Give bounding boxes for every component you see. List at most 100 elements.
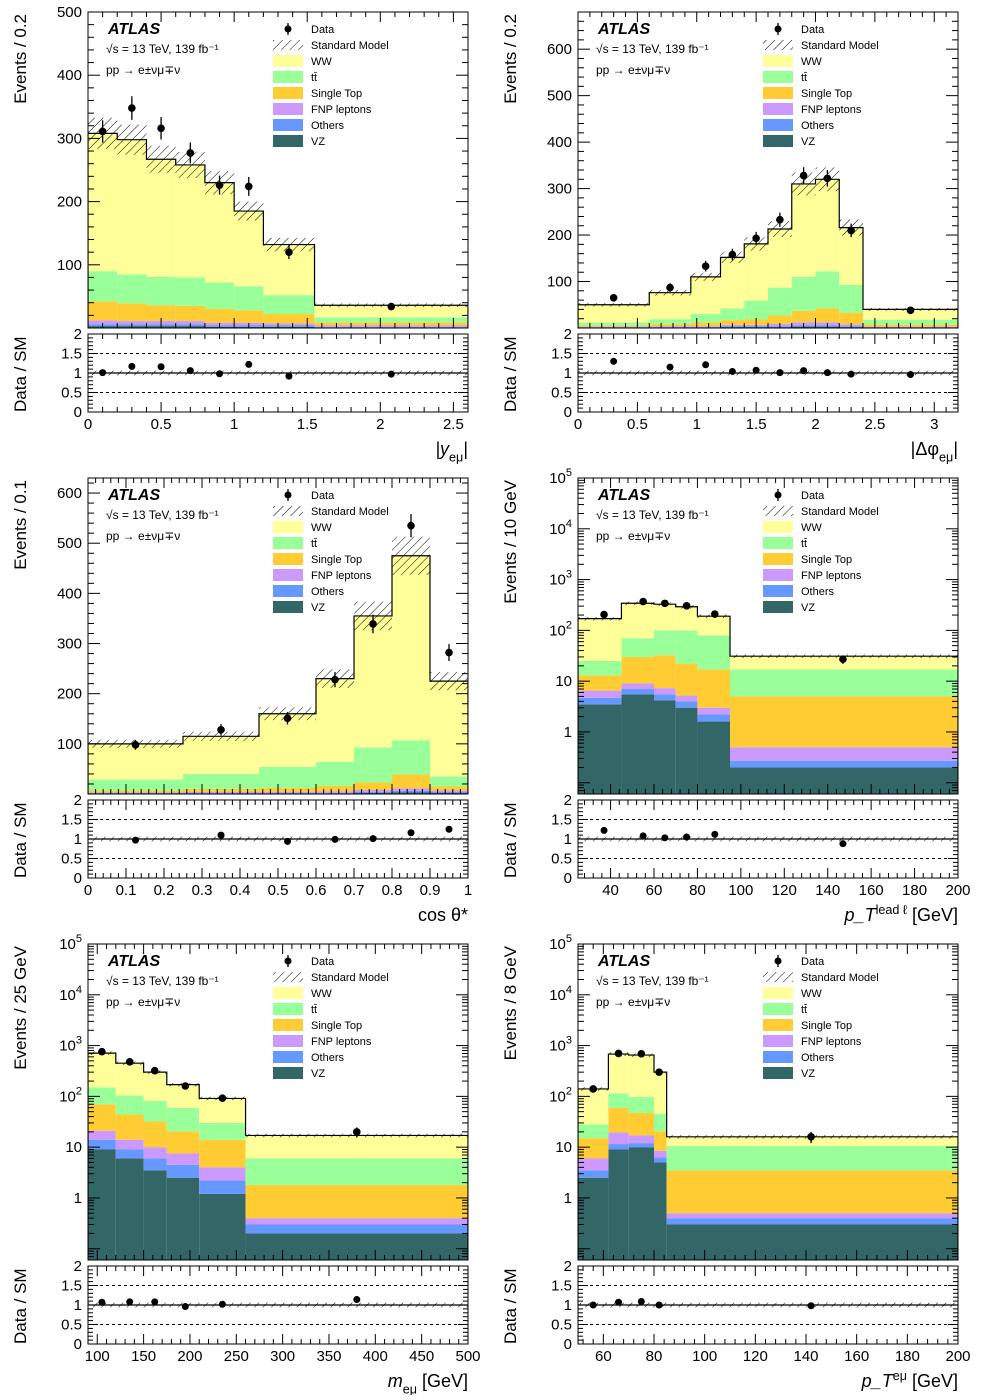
x-axis-label: p_Teμ [GeV] bbox=[861, 1369, 958, 1391]
bar-ww-6 bbox=[430, 681, 468, 776]
data-point-9 bbox=[907, 307, 915, 315]
ratio-point-4 bbox=[711, 831, 718, 838]
ytick-label: 200 bbox=[547, 227, 572, 244]
ytick-label: 300 bbox=[547, 181, 572, 198]
bar-tt-4 bbox=[205, 282, 234, 309]
plot-area bbox=[88, 1048, 468, 1260]
bar-vz-2 bbox=[144, 1170, 167, 1260]
legend-label: Others bbox=[801, 120, 835, 132]
xtick-label: 100 bbox=[85, 1348, 110, 1365]
data-point-0 bbox=[98, 1048, 106, 1056]
legend-label: Data bbox=[311, 24, 335, 36]
data-point-4 bbox=[369, 620, 377, 628]
bar-singletop-7 bbox=[816, 308, 840, 322]
bar-singletop-5 bbox=[730, 696, 958, 747]
bar-tt-1 bbox=[117, 274, 146, 303]
ratio-point-1 bbox=[615, 1299, 622, 1306]
atlas-label: ATLAS bbox=[597, 21, 650, 38]
ratio-point-3 bbox=[332, 836, 339, 843]
ratio-point-2 bbox=[661, 834, 668, 841]
bar-others-3 bbox=[167, 1165, 199, 1178]
legend-label: VZ bbox=[311, 136, 325, 148]
bar-fnpleptons-3 bbox=[316, 791, 354, 793]
bar-fnpleptons-4 bbox=[697, 708, 730, 715]
data-point-2 bbox=[702, 262, 710, 270]
bar-vz-1 bbox=[621, 694, 654, 794]
bar-tt-3 bbox=[316, 762, 354, 786]
bar-ww-0 bbox=[578, 1089, 608, 1124]
ratio-point-7 bbox=[824, 369, 831, 376]
bar-tt-2 bbox=[259, 767, 316, 788]
legend-swatch-others bbox=[273, 1051, 303, 1063]
ytick-label: 500 bbox=[57, 535, 82, 552]
legend-label: Single Top bbox=[801, 88, 852, 100]
bar-ww-7 bbox=[816, 179, 840, 271]
ytick-label: 100 bbox=[57, 736, 82, 753]
legend-label: Standard Model bbox=[801, 40, 879, 52]
ytick-label: 104 bbox=[59, 984, 82, 1004]
data-point-0 bbox=[610, 294, 618, 302]
ratio-point-4 bbox=[219, 1301, 226, 1308]
legend-label: tt̄ bbox=[311, 538, 317, 550]
data-point-2 bbox=[661, 600, 669, 608]
bar-fnpleptons-6 bbox=[430, 790, 468, 792]
bar-vz-2 bbox=[654, 700, 676, 794]
ratio-ytick-label: 1 bbox=[564, 1297, 572, 1314]
bar-tt-6 bbox=[430, 776, 468, 786]
data-point-1 bbox=[666, 284, 674, 292]
data-point-3 bbox=[331, 676, 339, 684]
bar-tt-2 bbox=[691, 314, 721, 322]
data-point-0 bbox=[99, 128, 107, 136]
legend-swatch-ww bbox=[273, 521, 303, 533]
legend-label: VZ bbox=[311, 1068, 325, 1080]
bar-ww-1 bbox=[649, 293, 691, 319]
bar-tt-3 bbox=[721, 308, 745, 320]
legend-swatch-singletop bbox=[763, 553, 793, 565]
bar-tt-4 bbox=[744, 301, 768, 320]
legend-swatch-tt bbox=[763, 71, 793, 83]
bar-tt-2 bbox=[146, 277, 175, 305]
ratio-ytick-label: 0 bbox=[564, 870, 572, 887]
xtick-label: 60 bbox=[646, 882, 663, 899]
ratio-point-4 bbox=[216, 370, 223, 377]
ytick-label: 102 bbox=[59, 1085, 82, 1105]
bar-fnpleptons-4 bbox=[667, 1213, 958, 1218]
xtick-label: 0.4 bbox=[230, 882, 251, 899]
xtick-label: 0 bbox=[84, 882, 92, 899]
bar-tt-4 bbox=[354, 747, 392, 782]
legend-swatch-ww bbox=[273, 55, 303, 67]
legend-swatch-vz bbox=[763, 1067, 793, 1079]
ratio-ytick-label: 2 bbox=[74, 792, 82, 809]
ratio-point-5 bbox=[408, 829, 415, 836]
legend-data-marker bbox=[775, 958, 782, 965]
legend-swatch-tt bbox=[273, 1003, 303, 1015]
xtick-label: 1 bbox=[693, 416, 701, 433]
y-axis-label: Events / 0.1 bbox=[11, 480, 30, 570]
bar-others-5 bbox=[730, 761, 958, 768]
bar-tt-1 bbox=[621, 638, 654, 657]
data-point-6 bbox=[800, 172, 808, 180]
legend-sm-swatch bbox=[763, 40, 793, 50]
bar-others-0 bbox=[88, 1140, 116, 1150]
legend-swatch-singletop bbox=[273, 1019, 303, 1031]
xtick-label: 1 bbox=[464, 882, 472, 899]
ratio-point-6 bbox=[285, 373, 292, 380]
bar-others-1 bbox=[116, 1149, 144, 1158]
legend-swatch-fnpleptons bbox=[763, 569, 793, 581]
bar-tt-6 bbox=[263, 295, 314, 314]
atlas-label: ATLAS bbox=[107, 487, 160, 504]
legend-swatch-fnpleptons bbox=[273, 569, 303, 581]
legend-swatch-fnpleptons bbox=[763, 1035, 793, 1047]
legend-label: Others bbox=[311, 120, 345, 132]
bar-singletop-4 bbox=[697, 669, 730, 707]
process-label: pp → e±νμ∓ν bbox=[106, 63, 180, 77]
bar-singletop-3 bbox=[676, 664, 698, 696]
bar-singletop-6 bbox=[792, 311, 816, 323]
data-point-5 bbox=[839, 655, 847, 663]
data-point-3 bbox=[729, 251, 737, 259]
bar-ww-0 bbox=[88, 1053, 116, 1087]
legend-label: Single Top bbox=[801, 1020, 852, 1032]
bar-ww-4 bbox=[354, 616, 392, 747]
